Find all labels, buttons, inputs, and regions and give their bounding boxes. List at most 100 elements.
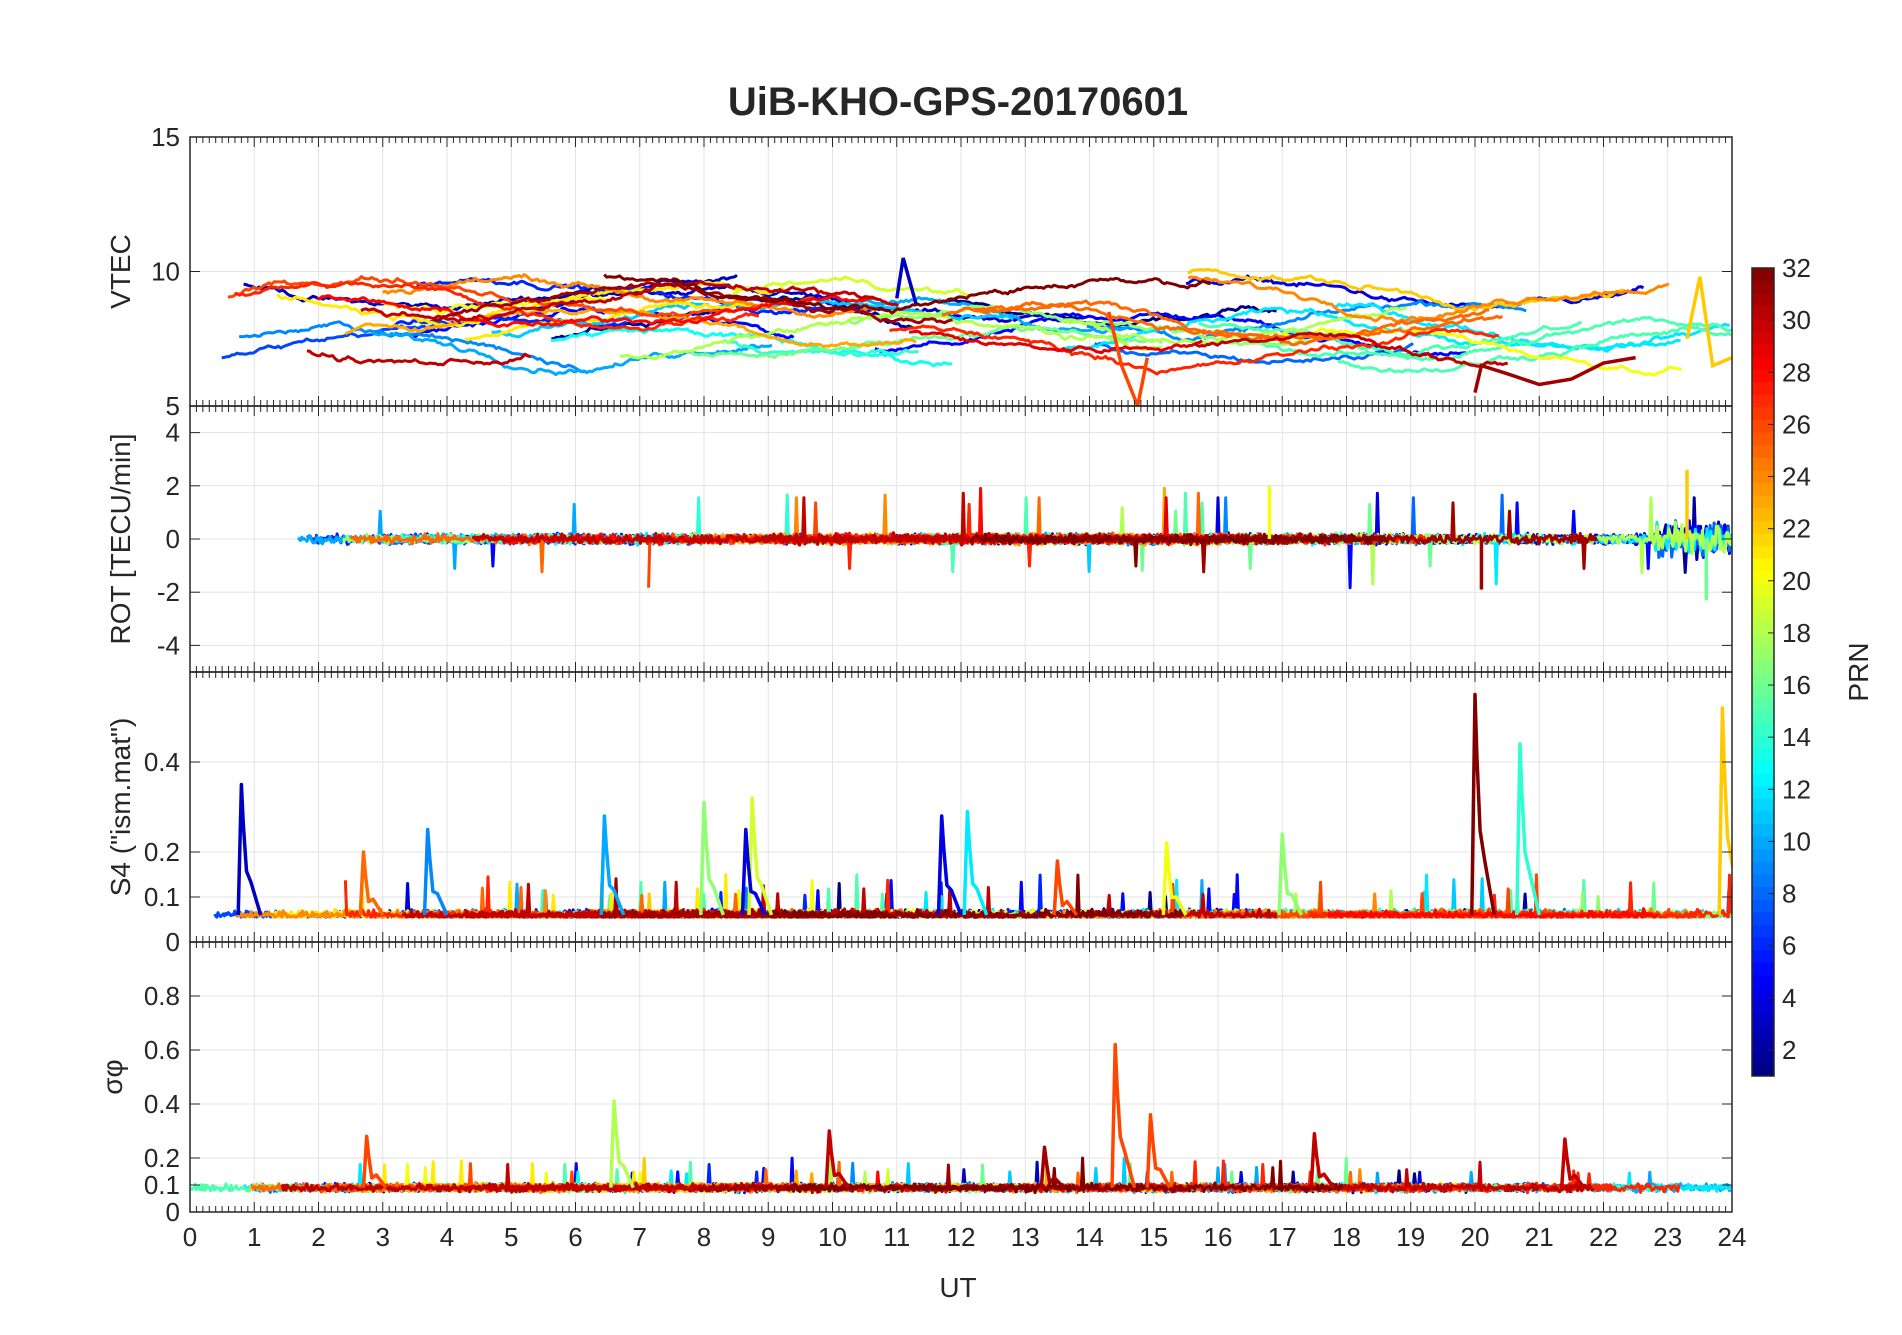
colorbar-cell [1752, 810, 1774, 824]
colorbar-cell [1752, 646, 1774, 660]
x-tick-label: 13 [1011, 1222, 1040, 1252]
x-tick-label: 5 [504, 1222, 518, 1252]
spike-prn-22 [1717, 706, 1732, 916]
colorbar-cell [1752, 331, 1774, 345]
spike-prn-17 [1277, 832, 1304, 916]
x-tick-label: 18 [1332, 1222, 1361, 1252]
colorbar-cell [1752, 1063, 1774, 1077]
series-line-prn-18 [619, 310, 1163, 361]
colorbar-cell [1752, 911, 1774, 925]
spike-prn-4 [740, 827, 767, 916]
spike-prn-26 [361, 1134, 388, 1189]
colorbar-cell [1752, 1012, 1774, 1026]
x-tick-label: 2 [311, 1222, 325, 1252]
colorbar-cell [1752, 457, 1774, 471]
colorbar-cell [1752, 848, 1774, 862]
colorbar-cell [1752, 684, 1774, 698]
colorbar-cell [1752, 406, 1774, 420]
y-tick-label: 0.8 [144, 981, 180, 1011]
colorbar-cell [1752, 1050, 1774, 1064]
colorbar-cell [1752, 444, 1774, 458]
colorbar-cell [1752, 722, 1774, 736]
colorbar-cell [1752, 621, 1774, 635]
spike-prn-30 [1559, 1137, 1586, 1189]
colorbar-cell [1752, 470, 1774, 484]
y-tick-label: 0.6 [144, 1035, 180, 1065]
x-tick-label: 8 [697, 1222, 711, 1252]
colorbar-tick-label: 20 [1782, 566, 1811, 596]
colorbar-tick-label: 22 [1782, 514, 1811, 544]
series-line-prn-19 [731, 275, 972, 297]
series-line-prn-15 [1198, 320, 1582, 358]
y-tick-label: 0.1 [144, 1170, 180, 1200]
series-line-prn-18 [1032, 506, 1450, 586]
colorbar-cell [1752, 369, 1774, 383]
colorbar-cell [1752, 899, 1774, 913]
colorbar-cell [1752, 343, 1774, 357]
colorbar-tick-label: 4 [1782, 983, 1796, 1013]
series-line-prn-21 [464, 300, 759, 342]
series-line-prn-15 [1247, 315, 1732, 361]
colorbar-frame [1751, 267, 1775, 1077]
colorbar-cell [1752, 1000, 1774, 1014]
chart-title: UiB-KHO-GPS-20170601 [728, 80, 1188, 124]
spike-prn-26 [1052, 859, 1079, 917]
y-tick-label: -4 [157, 630, 180, 660]
colorbar-cell [1752, 356, 1774, 370]
colorbar-cell [1752, 381, 1774, 395]
spike-prn-26 [1145, 1113, 1172, 1189]
series-line-prn-32 [969, 532, 1388, 568]
x-tick-label: 1 [247, 1222, 261, 1252]
colorbar-cell [1752, 596, 1774, 610]
series-line-prn-25 [941, 302, 1490, 340]
colorbar-cell [1752, 836, 1774, 850]
x-tick-label: 4 [440, 1222, 454, 1252]
y-tick-label: 4 [166, 418, 180, 448]
series-line-prn-30 [1193, 331, 1508, 368]
series-line-prn-30 [1294, 1160, 1595, 1194]
y-tick-label: -2 [157, 577, 180, 607]
y-tick-label: 0.2 [144, 837, 180, 867]
y-tick-label: 0.2 [144, 1143, 180, 1173]
series-line-prn-31 [432, 281, 953, 325]
y-tick-label: 0 [166, 1197, 180, 1227]
spike-prn-20 [1161, 841, 1188, 916]
series-line-prn-25 [972, 299, 1504, 347]
series-line-prn-32 [757, 873, 1187, 919]
spike-prn-3 [236, 782, 263, 916]
spike-prn-4 [936, 814, 963, 916]
series-line-prn-30 [360, 279, 899, 323]
x-tick-label: 10 [818, 1222, 847, 1252]
colorbar-tick-label: 30 [1782, 305, 1811, 335]
feature-line-prn-22 [1685, 276, 1732, 369]
colorbar-cell [1752, 1038, 1774, 1052]
series-line-prn-17 [846, 304, 1346, 347]
y-tick-label: 0 [166, 927, 180, 957]
colorbar-cell [1752, 558, 1774, 572]
colorbar-cell [1752, 747, 1774, 761]
colorbar-cell [1752, 962, 1774, 976]
colorbar-cell [1752, 545, 1774, 559]
x-tick-label: 9 [761, 1222, 775, 1252]
panel-1: 5 10 15 VTEC [105, 122, 1733, 421]
spike-prn-25 [358, 850, 385, 916]
colorbar-label: PRN [1843, 642, 1874, 701]
y-axis-label: VTEC [105, 234, 136, 309]
colorbar-cell [1752, 987, 1774, 1001]
colorbar-cell [1752, 571, 1774, 585]
series-line-prn-15 [1337, 325, 1732, 374]
colorbar-cell [1752, 886, 1774, 900]
series-line-prn-16 [691, 324, 1163, 360]
colorbar-tick-label: 32 [1782, 253, 1811, 283]
y-axis-label: ROT [TECU/min] [105, 433, 136, 644]
x-tick-label: 19 [1396, 1222, 1425, 1252]
colorbar-tick-label: 16 [1782, 670, 1811, 700]
colorbar-cell [1752, 520, 1774, 534]
x-tick-label: 15 [1139, 1222, 1168, 1252]
spike-prn-12 [962, 809, 989, 916]
feature-line-prn-31 [1473, 355, 1636, 394]
series-line-prn-29 [909, 329, 1203, 355]
x-tick-label: 6 [568, 1222, 582, 1252]
